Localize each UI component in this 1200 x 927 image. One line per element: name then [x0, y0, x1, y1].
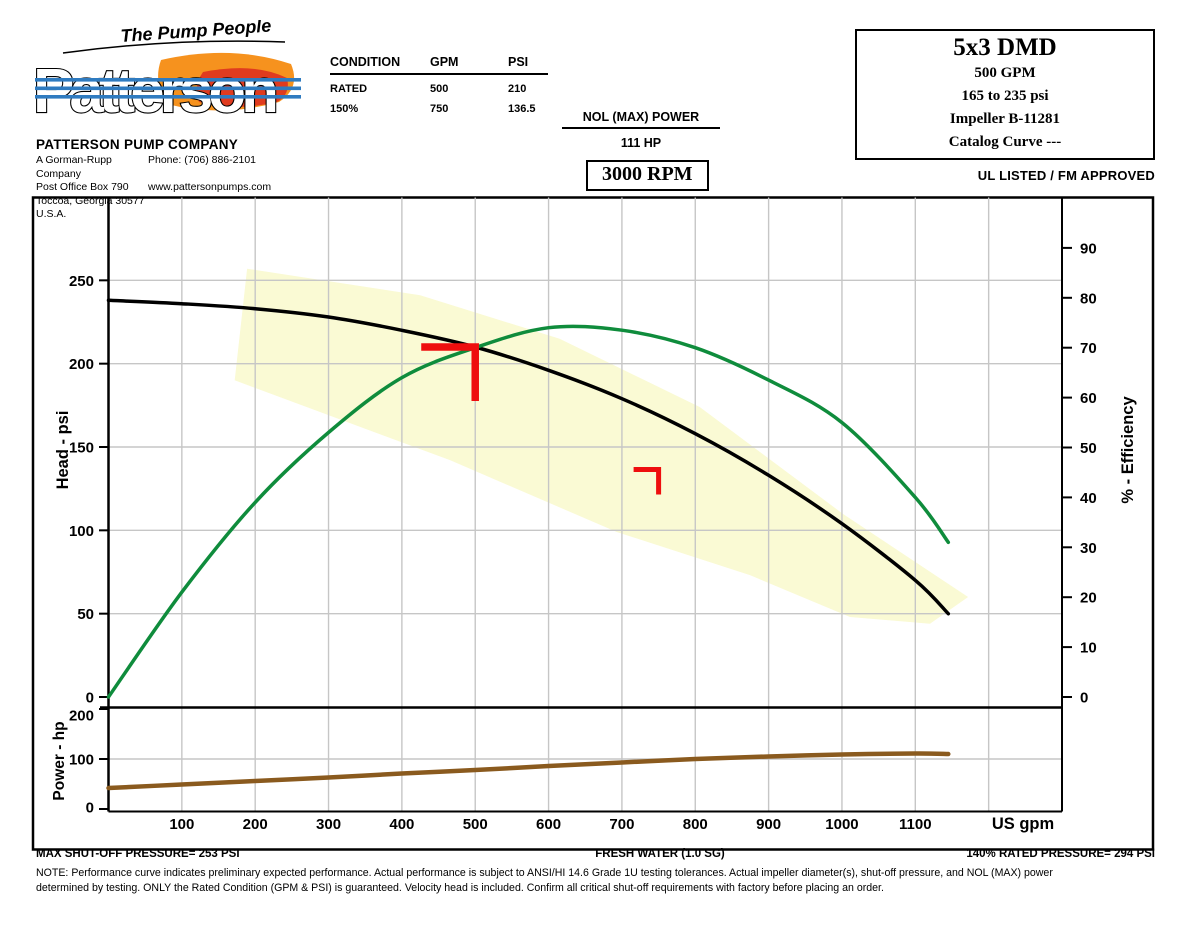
x-tick-label: 700	[609, 816, 634, 833]
efficiency-tick-label: 50	[1080, 440, 1097, 457]
rated-140-pressure: 140% RATED PRESSURE= 294 PSI	[966, 848, 1155, 860]
duty-point-markers	[421, 343, 662, 495]
table-row: RATED 500 210	[330, 83, 548, 95]
company-phone: Phone: (706) 886-2101	[148, 154, 256, 166]
x-tick-label: 900	[756, 816, 781, 833]
pump-model: 5x3 DMD	[953, 34, 1057, 61]
efficiency-curve	[106, 324, 951, 699]
efficiency-tick-label: 30	[1080, 540, 1097, 557]
chart-outer-border	[31, 196, 1155, 851]
head-curve	[106, 298, 951, 616]
x-tick-label: 200	[243, 816, 268, 833]
max-shutoff-pressure: MAX SHUT-OFF PRESSURE= 253 PSI	[36, 848, 240, 860]
company-lines: A Gorman-Rupp Company Phone: (706) 886-2…	[36, 154, 271, 222]
nol-power-label: NOL (MAX) POWER	[562, 110, 720, 129]
x-tick-label: 500	[463, 816, 488, 833]
axis-ticks	[99, 246, 1072, 810]
tagline-swash	[62, 40, 286, 54]
x-tick-label: 100	[169, 816, 194, 833]
efficiency-tick-label: 0	[1080, 690, 1088, 707]
efficiency-tick-label: 40	[1080, 490, 1097, 507]
condition-table: CONDITION GPM PSI RATED 500 210 150% 750…	[330, 55, 548, 115]
efficiency-tick-label: 10	[1080, 640, 1097, 657]
rated-psi: 210	[508, 83, 527, 95]
pump-catalog-curve: Catalog Curve ---	[948, 134, 1062, 150]
col-gpm: GPM	[430, 55, 459, 69]
pump-impeller: Impeller B-11281	[949, 111, 1061, 127]
rated-gpm: 500	[430, 83, 449, 95]
grid-lines	[108, 197, 1062, 812]
table-row: 150% 750 136.5	[330, 103, 548, 115]
x-tick-label: 400	[389, 816, 414, 833]
company-subtitle: A Gorman-Rupp Company	[36, 154, 112, 180]
head-tick-label: 0	[86, 690, 94, 707]
power-axis-title: Power - hp	[51, 721, 68, 800]
power-curve	[106, 751, 951, 791]
patterson-logo: The Pump People Patterson	[33, 20, 301, 127]
nol-power-value: 111 HP	[620, 136, 662, 150]
company-website: www.pattersonpumps.com	[148, 181, 272, 193]
x-tick-label: 300	[316, 816, 341, 833]
pump-performance-chart: 0501001502002500102030405060708090010020…	[31, 196, 1155, 851]
tick-labels: 0501001502002500102030405060708090010020…	[69, 240, 1097, 833]
150pct-label: 150%	[330, 103, 359, 115]
logo-stripes	[35, 78, 301, 99]
fluid-spec: FRESH WATER (1.0 SG)	[595, 848, 725, 860]
rated-label: RATED	[330, 83, 368, 95]
note-paragraph: NOTE: Performance curve indicates prelim…	[36, 866, 1053, 896]
power-tick-label: 200	[69, 708, 94, 725]
note-line-2: determined by testing. ONLY the Rated Co…	[36, 882, 884, 894]
efficiency-tick-label: 60	[1080, 390, 1097, 407]
x-tick-label: 1000	[825, 816, 858, 833]
col-psi: PSI	[508, 55, 529, 69]
pump-title-box: 5x3 DMD 500 GPM 165 to 235 psi Impeller …	[855, 29, 1155, 160]
condition-table-header: CONDITION GPM PSI	[330, 55, 548, 75]
150pct-psi: 136.5	[508, 103, 536, 115]
approval-line: UL LISTED / FM APPROVED	[977, 168, 1155, 183]
head-tick-label: 200	[69, 356, 94, 373]
x-tick-label: 1100	[899, 816, 932, 833]
rpm-box: 3000 RPM	[586, 160, 709, 191]
pump-flow: 500 GPM	[974, 65, 1036, 81]
efficiency-tick-label: 70	[1080, 340, 1097, 357]
curves	[106, 298, 951, 791]
col-condition: CONDITION	[330, 55, 401, 69]
rated-point-marker	[421, 343, 479, 401]
efficiency-axis-title: % - Efficiency	[1119, 396, 1137, 504]
operating-envelope	[234, 268, 969, 624]
head-tick-label: 250	[69, 273, 94, 290]
efficiency-tick-label: 80	[1080, 290, 1097, 307]
power-tick-label: 100	[69, 752, 94, 769]
note-line-1: NOTE: Performance curve indicates prelim…	[36, 867, 1053, 879]
power-tick-label: 0	[86, 800, 94, 817]
150pct-gpm: 750	[430, 103, 449, 115]
company-name: PATTERSON PUMP COMPANY	[36, 137, 239, 152]
head-tick-label: 100	[69, 523, 94, 540]
head-tick-label: 150	[69, 440, 94, 457]
nol-power-block: NOL (MAX) POWER 111 HP	[562, 110, 720, 150]
axis-titles: Head - psi % - Efficiency Power - hp US …	[51, 396, 1137, 833]
x-tick-label: 600	[536, 816, 561, 833]
efficiency-tick-label: 20	[1080, 590, 1097, 607]
company-pobox: Post Office Box 790	[36, 181, 129, 193]
head-tick-label: 50	[77, 606, 94, 623]
logo-brand: Patterson	[33, 57, 276, 126]
150pct-point-marker	[633, 467, 662, 495]
envelope-region	[234, 268, 969, 624]
efficiency-tick-label: 90	[1080, 240, 1097, 257]
company-block: PATTERSON PUMP COMPANY A Gorman-Rupp Com…	[36, 137, 271, 222]
x-axis-title: US gpm	[992, 815, 1054, 833]
x-tick-label: 800	[683, 816, 708, 833]
pump-pressure-range: 165 to 235 psi	[961, 88, 1049, 104]
head-axis-title: Head - psi	[54, 411, 72, 490]
